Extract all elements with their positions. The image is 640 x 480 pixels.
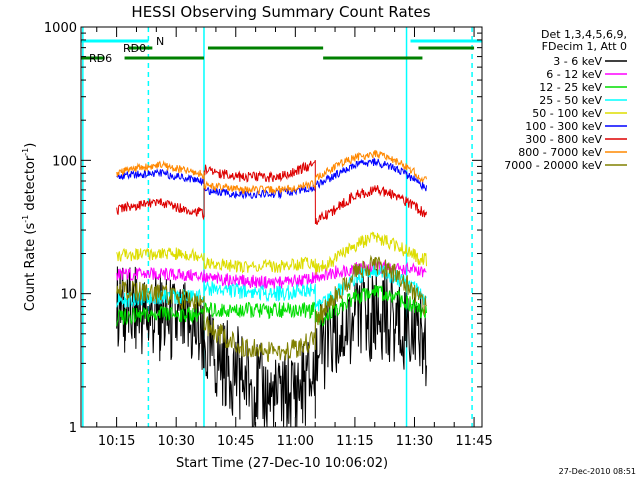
series-line: [116, 254, 427, 363]
legend-label: 12 - 25 keV: [539, 81, 602, 94]
chart-title: HESSI Observing Summary Count Rates: [131, 3, 430, 21]
status-bar-label: RD6: [89, 52, 112, 65]
legend: Det 1,3,4,5,6,9, FDecim 1, Att 0 3 - 6 k…: [504, 28, 627, 172]
footer-timestamp: 27-Dec-2010 08:51: [559, 467, 636, 476]
legend-header-line-2: FDecim 1, Att 0: [542, 40, 627, 53]
plot-frame: [80, 26, 483, 428]
series-line: [116, 159, 427, 225]
y-axis-label-superscript-2: -1: [21, 148, 30, 156]
y-tick-label: 1000: [44, 21, 77, 36]
x-tick-label: 11:15: [336, 434, 373, 449]
legend-label: 50 - 100 keV: [532, 107, 602, 120]
legend-label: 6 - 12 keV: [546, 68, 602, 81]
y-axis-label-part-2: detector: [23, 155, 38, 215]
status-bar-label: RD0: [123, 42, 146, 55]
x-axis-label: Start Time (27-Dec-10 10:06:02): [176, 456, 388, 471]
y-tick-label: 1: [69, 421, 77, 436]
series-line: [116, 285, 427, 327]
legend-label: 800 - 7000 keV: [518, 146, 602, 159]
x-tick-label: 10:15: [98, 434, 135, 449]
series-line: [116, 266, 427, 428]
y-axis-label-part-1: Count Rate (s: [23, 223, 38, 312]
y-axis: 1 10 100 1000: [44, 21, 482, 436]
legend-label: 7000 - 20000 keV: [504, 159, 602, 172]
legend-label: 300 - 800 keV: [525, 133, 602, 146]
x-axis: 10:15 10:30 10:45 11:00 11:15 11:30 11:45: [96, 27, 493, 449]
x-tick-label: 10:30: [157, 434, 194, 449]
series-line: [116, 149, 427, 196]
y-axis-label-part-3: ): [23, 143, 38, 148]
plot-layer: N RD0 RD6: [81, 27, 482, 428]
y-axis-label: Count Rate (s-1 detector-1): [21, 143, 38, 312]
legend-label: 3 - 6 keV: [553, 55, 602, 68]
x-tick-label: 10:45: [217, 434, 254, 449]
y-tick-label: 10: [60, 288, 77, 303]
x-tick-label: 11:00: [277, 434, 314, 449]
y-tick-label: 100: [52, 154, 77, 169]
status-bar-label: N: [156, 35, 164, 48]
x-tick-label: 11:30: [396, 434, 433, 449]
legend-header-line-1: Det 1,3,4,5,6,9,: [541, 28, 627, 41]
legend-label: 25 - 50 keV: [539, 94, 602, 107]
x-tick-label: 11:45: [455, 434, 492, 449]
legend-label: 100 - 300 keV: [525, 120, 602, 133]
y-axis-label-superscript-1: -1: [21, 215, 30, 223]
series-line: [116, 231, 427, 275]
